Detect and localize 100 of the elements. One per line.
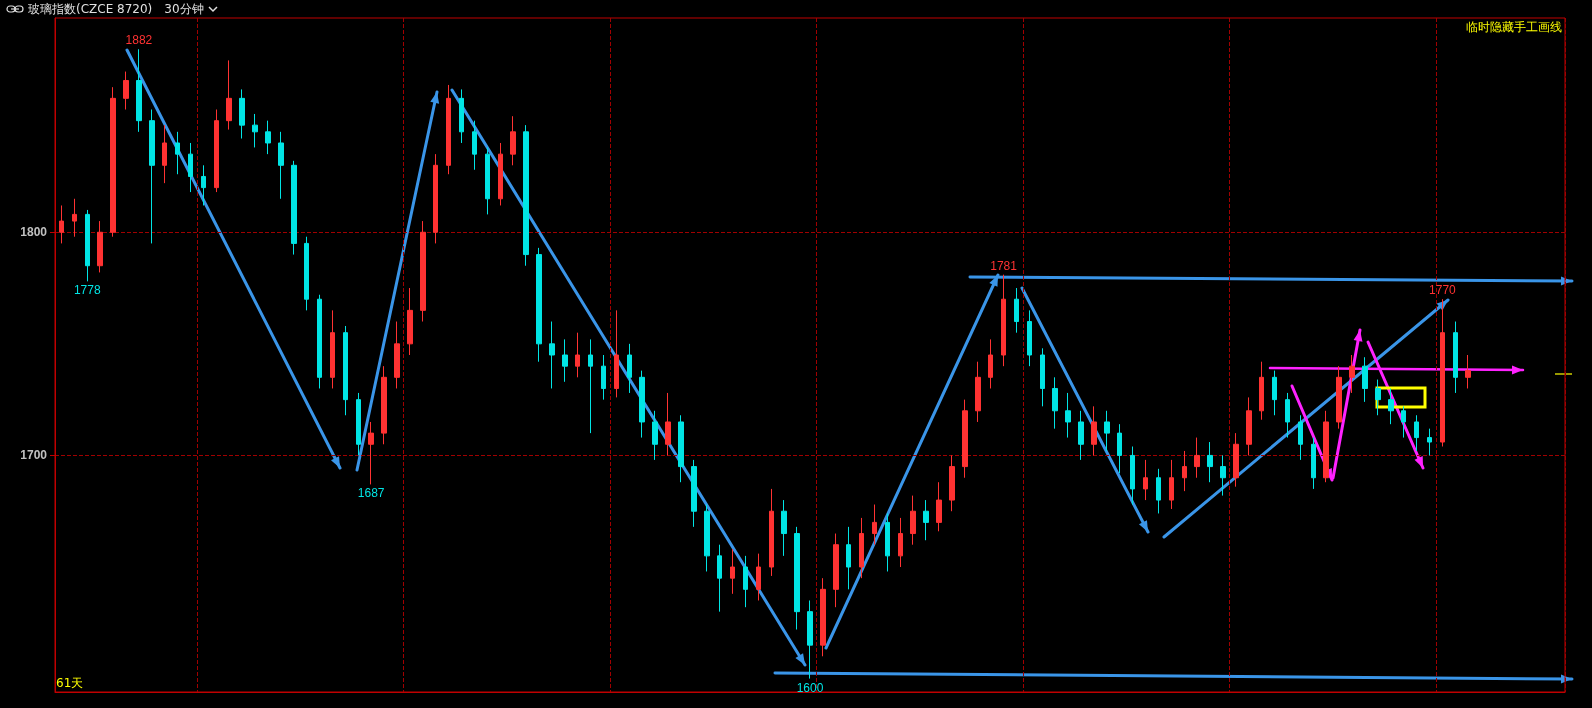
candlestick — [743, 555, 748, 608]
candlestick — [110, 86, 116, 238]
candlestick — [1182, 450, 1187, 492]
candlestick — [1104, 410, 1110, 452]
candlestick — [1065, 392, 1071, 439]
candlestick — [523, 124, 529, 267]
candlestick — [498, 142, 503, 206]
candlestick — [420, 220, 426, 323]
candlestick — [872, 504, 877, 546]
candlestick — [936, 481, 942, 532]
candlestick — [1220, 454, 1226, 497]
candlestick — [510, 115, 516, 166]
candlestick — [562, 338, 568, 383]
candlestick — [1001, 274, 1006, 367]
annotation: 1781 — [990, 258, 1018, 273]
candlestick — [949, 454, 955, 512]
candlestick — [278, 131, 284, 200]
candlestick — [678, 414, 684, 483]
candlestick — [704, 504, 710, 572]
candlestick — [988, 338, 993, 389]
candlestick — [1207, 441, 1213, 483]
candlestick — [265, 120, 271, 155]
candlestick — [717, 544, 722, 613]
candlestick — [1117, 423, 1122, 474]
candlestick — [588, 338, 593, 434]
annotation: 临时隐藏手工画线 — [1466, 19, 1562, 36]
candlestick — [149, 109, 155, 244]
chart-title: 玻璃指数(CZCE 8720) — [28, 0, 153, 18]
candlestick — [846, 526, 851, 590]
annotation: 1882 — [125, 33, 153, 48]
candlestick — [59, 204, 64, 244]
annotation: 1600 — [796, 680, 824, 695]
candlestick — [239, 88, 245, 140]
candlestick — [1362, 356, 1368, 403]
annotation: 1778 — [73, 283, 101, 298]
annotation: 1687 — [357, 486, 385, 501]
candlestick — [97, 220, 103, 273]
candlestick — [136, 48, 142, 133]
candlestick — [1465, 354, 1471, 389]
candlestick — [601, 354, 606, 401]
candlestick — [433, 153, 438, 244]
candlestick — [665, 392, 671, 456]
candlestick — [627, 343, 632, 394]
candlestick — [472, 120, 477, 171]
candlestick — [381, 365, 387, 445]
candlestick — [85, 209, 90, 282]
candlestick — [1336, 365, 1342, 430]
candlestick — [1427, 428, 1432, 456]
candlestick — [1349, 354, 1355, 394]
y-tick-label: 1700 — [20, 448, 48, 463]
candlestick — [652, 410, 658, 461]
candlestick — [407, 287, 413, 356]
candlestick — [781, 499, 787, 557]
candlestick — [1388, 387, 1394, 425]
candlestick — [123, 71, 129, 110]
candlestick — [330, 309, 335, 389]
candlestick — [923, 499, 929, 541]
candlestick — [226, 59, 232, 131]
candlestick — [639, 370, 645, 439]
candlestick — [162, 124, 167, 184]
candlestick — [898, 517, 903, 568]
annotation: 1770 — [1429, 283, 1457, 298]
candlestick — [1259, 361, 1264, 421]
candlestick — [1375, 379, 1381, 416]
candlestick — [1130, 446, 1135, 506]
candlestick — [368, 421, 374, 485]
candlestick — [201, 164, 206, 206]
candlestick — [317, 294, 322, 389]
candlestick — [833, 533, 839, 608]
candlestick — [1246, 396, 1252, 456]
candlestick — [72, 198, 77, 238]
annotation: 61天 — [56, 675, 84, 692]
candlestick — [343, 325, 348, 416]
candlestick — [1414, 414, 1419, 452]
candlestick — [910, 495, 916, 546]
candlestick — [1272, 370, 1277, 416]
candlestick — [1169, 459, 1174, 510]
candlestick — [188, 142, 193, 193]
candlestick — [807, 600, 813, 680]
candlestick — [859, 517, 864, 579]
candlestick — [356, 392, 361, 456]
candlestick — [614, 309, 619, 398]
candlestick — [975, 361, 981, 423]
candlestick — [794, 526, 800, 631]
candlestick — [214, 109, 219, 193]
candlestick — [1052, 376, 1058, 430]
candlestick — [549, 321, 555, 389]
candlestick — [1027, 309, 1032, 367]
candlestick — [446, 84, 451, 175]
candlestick — [1143, 459, 1148, 501]
candlestick — [291, 160, 297, 256]
candlestick — [1453, 321, 1458, 394]
candlestick — [575, 332, 580, 378]
candlestick — [1156, 468, 1161, 514]
candlestick — [304, 236, 309, 311]
candlestick — [252, 113, 258, 148]
candlestick — [459, 88, 464, 144]
candlestick — [1194, 437, 1200, 479]
candlestick — [1091, 405, 1097, 456]
candlestick — [820, 577, 826, 657]
